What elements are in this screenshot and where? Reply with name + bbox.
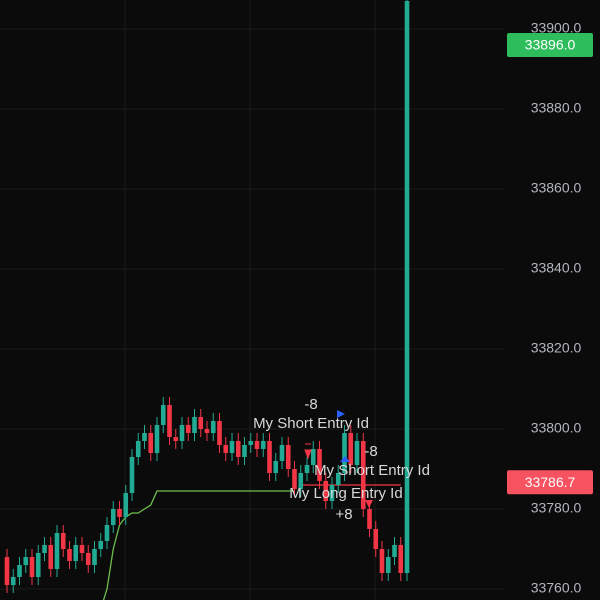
y-tick-label: 33860.0 <box>531 180 582 196</box>
annotation: My Short Entry Id <box>253 415 369 432</box>
candle-body <box>273 461 279 473</box>
candle-body <box>210 421 216 433</box>
candle-body <box>392 545 397 557</box>
candle-body <box>292 469 297 489</box>
candle-body <box>317 449 322 481</box>
candle-body <box>92 549 97 565</box>
candle-body <box>79 545 85 553</box>
short-arrow <box>365 500 373 508</box>
candle-body <box>48 545 54 569</box>
candle-body <box>254 441 260 449</box>
candle-body <box>323 481 329 501</box>
candle-body <box>23 557 29 565</box>
candle-body <box>98 541 104 549</box>
candle-body <box>135 441 141 457</box>
candle-body <box>404 1 410 573</box>
candle-body <box>73 545 79 561</box>
y-axis: 33760.0 33780.0 33800.0 33820.0 33840.0 33860… <box>507 20 593 596</box>
candle-body <box>167 405 172 437</box>
annotation: My Long Entry Id <box>289 485 402 502</box>
candle-body <box>54 533 60 569</box>
price-tag-label: 33896.0 <box>525 37 576 53</box>
candle-body <box>104 525 110 541</box>
candle-body <box>29 557 35 577</box>
candle-body <box>229 441 235 453</box>
candle-body <box>373 529 379 549</box>
y-tick-label: 33820.0 <box>531 340 582 356</box>
candle-body <box>285 445 291 469</box>
candle-body <box>67 549 72 561</box>
candle-body <box>85 553 91 565</box>
candle-body <box>217 421 222 445</box>
candle-body <box>267 441 272 473</box>
price-tag <box>507 33 593 57</box>
candle-body <box>4 557 10 585</box>
candle-body <box>10 577 16 585</box>
short-arrow <box>304 443 312 460</box>
candle-body <box>179 425 185 441</box>
candle-body <box>379 549 385 573</box>
candle-body <box>348 433 354 465</box>
annotation: My Short Entry Id <box>314 462 430 479</box>
trade-markers: -8 My Short Entry Id -8 My Short Entry I… <box>253 396 430 523</box>
long-arrow <box>340 456 350 462</box>
stop-line <box>102 490 295 600</box>
candle-body <box>248 441 254 445</box>
candle-body <box>117 509 122 517</box>
candle-body <box>110 509 116 525</box>
price-tag-label: 33786.7 <box>525 474 576 490</box>
candle-body <box>185 425 191 433</box>
candle-body <box>148 433 154 453</box>
candle-body <box>298 473 304 489</box>
candle-body <box>129 457 135 493</box>
candle-body <box>310 449 316 465</box>
candle-body <box>192 417 197 433</box>
y-tick-label: 33780.0 <box>531 500 582 516</box>
y-tick-label: 33760.0 <box>531 580 582 596</box>
candle-body <box>279 445 285 461</box>
candle-body <box>260 441 266 449</box>
candle-body <box>235 441 241 457</box>
annotation: +8 <box>335 506 352 523</box>
candle-body <box>154 425 160 453</box>
candle-body <box>17 565 22 577</box>
y-tick-label: 33840.0 <box>531 260 582 276</box>
candle-body <box>335 473 341 485</box>
candle-body <box>367 509 372 529</box>
candle-body <box>142 433 147 441</box>
candle-body <box>42 545 47 553</box>
candle-body <box>173 437 179 441</box>
candle-body <box>385 557 391 573</box>
candle-body <box>398 545 404 573</box>
candle-body <box>242 445 247 457</box>
candle-body <box>342 433 347 473</box>
candle-body <box>160 405 166 425</box>
candle-body <box>204 429 210 433</box>
candle-body <box>304 465 310 473</box>
annotation: -8 <box>304 396 317 413</box>
candle-body <box>360 441 366 509</box>
candle-body <box>329 485 335 501</box>
annotation: -8 <box>364 443 377 460</box>
candle-body <box>354 441 360 465</box>
candle-body <box>60 533 66 549</box>
plot-area <box>4 0 410 600</box>
y-tick-label: 33800.0 <box>531 420 582 436</box>
candle-body <box>35 553 41 577</box>
y-tick-label: 33900.0 <box>531 20 582 36</box>
grid <box>0 28 505 590</box>
long-arrow <box>337 410 345 418</box>
y-tick-label: 33880.0 <box>531 100 582 116</box>
candle-body <box>198 417 204 429</box>
candle-body <box>223 445 229 453</box>
price-tag <box>507 470 593 495</box>
candle-body <box>123 493 129 517</box>
